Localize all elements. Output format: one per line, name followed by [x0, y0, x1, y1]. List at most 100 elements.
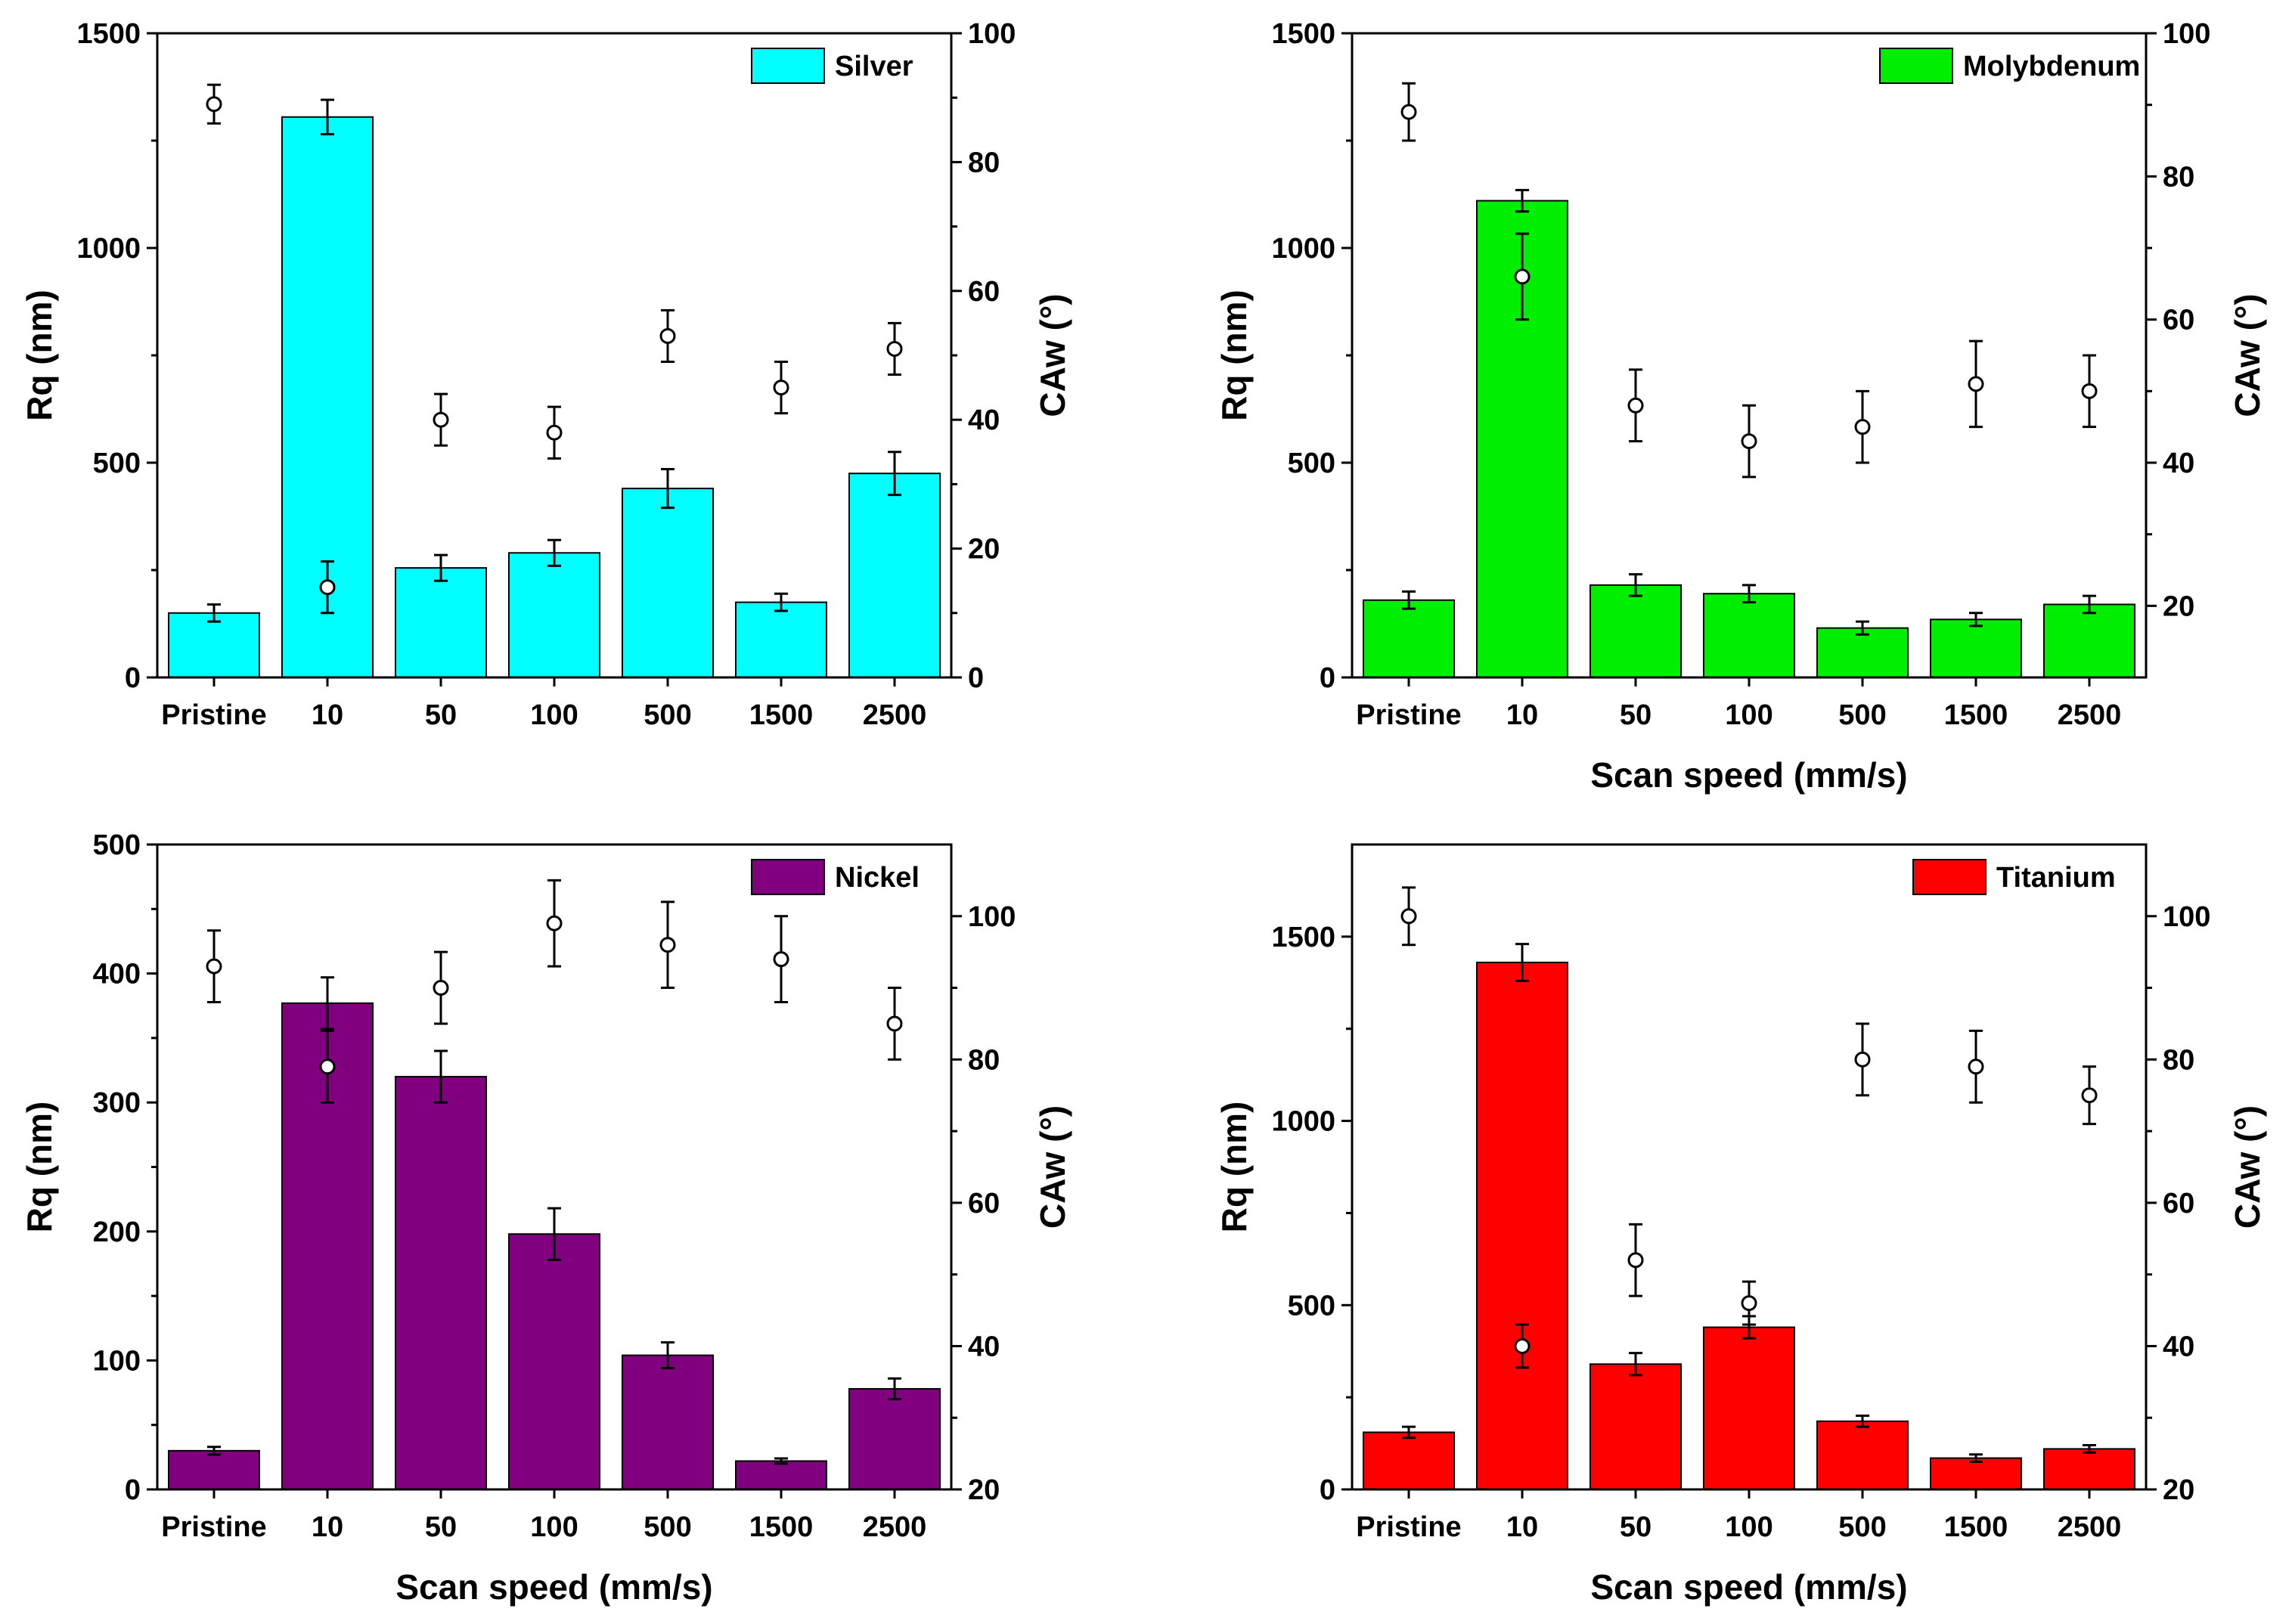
bar-1500: [1930, 1457, 2022, 1491]
bar-500: [622, 1354, 714, 1491]
x-tick-label: 50: [1620, 699, 1652, 731]
y2-axis-title: CAw (°): [1033, 293, 1072, 417]
legend-swatch: [751, 859, 825, 895]
y2-tick-label: 60: [2163, 305, 2194, 336]
x-axis-title: Scan speed (mm/s): [1590, 1567, 1907, 1607]
y-tick-label: 0: [1320, 1474, 1335, 1506]
legend-swatch: [1879, 48, 1953, 84]
bar-error-pristine: [1402, 1425, 1416, 1440]
bar-500: [1816, 1420, 1909, 1490]
y2-tick-label: 40: [968, 1331, 1000, 1362]
x-tick-label: 1500: [1944, 699, 2008, 731]
caw-point-pristine: [1400, 104, 1417, 120]
caw-point-1500: [1968, 1058, 1984, 1075]
bar-2500: [2043, 603, 2135, 678]
x-tick-label: Pristine: [161, 699, 266, 731]
chart-panel-silver: 0 500 1000 1500 0 20 40 60 80 100 Pristine 10 50 100 5…: [20, 18, 1072, 731]
y2-tick-label: 20: [968, 1474, 1000, 1506]
y2-tick-label: 60: [968, 1188, 1000, 1220]
y2-axis-title: CAw (°): [1033, 1105, 1072, 1229]
caw-point-1500: [1968, 376, 1984, 392]
bar-1500: [735, 601, 827, 678]
y2-tick-label: 80: [968, 1044, 1000, 1076]
bar-error-10: [1515, 943, 1529, 982]
y-tick-label: 200: [93, 1216, 141, 1248]
legend-swatch: [1912, 859, 1987, 895]
bar-error-100: [547, 1207, 561, 1261]
x-tick-label: 500: [1838, 1511, 1886, 1543]
bar-error-2500: [2083, 594, 2096, 615]
bar-error-500: [661, 468, 675, 510]
x-tick-label: Pristine: [1356, 699, 1461, 731]
bar-error-1500: [774, 592, 788, 612]
caw-point-2500: [2081, 383, 2098, 399]
legend-label: Molybdenum: [1963, 51, 2140, 82]
bar-500: [622, 488, 714, 679]
caw-point-50: [1627, 1252, 1644, 1269]
caw-point-50: [433, 411, 449, 428]
bar-pristine: [1363, 1431, 1455, 1491]
y2-tick-label: 20: [2163, 1474, 2194, 1506]
y-tick-label: 500: [93, 829, 141, 861]
bar-100: [1703, 593, 1795, 678]
bar-error-1500: [1969, 612, 1983, 628]
bar-2500: [2043, 1448, 2135, 1490]
caw-point-10: [319, 1058, 336, 1075]
y-tick-label: 500: [1288, 1290, 1335, 1322]
bar-error-pristine: [207, 1446, 221, 1456]
y-tick-label: 500: [1288, 448, 1335, 479]
chart-panel-molybdenum: 0 500 1000 1500 20 40 60 80 100 Pristine 10 50 100 50…: [1214, 18, 2267, 795]
caw-point-2500: [2081, 1087, 2098, 1104]
y-tick-label: 100: [93, 1345, 141, 1377]
x-tick-label: 500: [644, 699, 691, 731]
legend: Silver: [751, 48, 913, 84]
x-tick-label: 10: [312, 1511, 343, 1543]
y2-axis-title: CAw (°): [2228, 1105, 2267, 1229]
y-tick-label: 500: [93, 448, 141, 479]
bar-50: [395, 567, 487, 678]
caw-point-500: [659, 327, 676, 344]
y-tick-label: 300: [93, 1087, 141, 1119]
caw-point-10: [319, 579, 336, 596]
bar-1500: [735, 1460, 827, 1491]
caw-point-100: [546, 915, 563, 931]
y2-tick-label: 60: [968, 276, 1000, 308]
bar-error-100: [1742, 584, 1756, 604]
y2-tick-label: 40: [2163, 1331, 2194, 1362]
x-tick-label: 100: [1725, 1511, 1773, 1543]
y2-tick-label: 80: [2163, 1044, 2194, 1076]
y-tick-label: 0: [125, 662, 141, 694]
x-axis-title: Scan speed (mm/s): [1590, 755, 1907, 795]
x-tick-label: 50: [425, 699, 457, 731]
bar-100: [1703, 1326, 1795, 1490]
bar-error-2500: [2083, 1444, 2096, 1454]
bar-error-10: [1515, 188, 1529, 213]
bar-error-500: [1856, 620, 1869, 636]
caw-point-1500: [773, 951, 789, 968]
bar-pristine: [168, 612, 260, 678]
bar-50: [1590, 584, 1682, 679]
caw-point-100: [1741, 433, 1757, 450]
y-tick-label: 1000: [1271, 1106, 1335, 1138]
x-tick-label: 2500: [863, 1511, 927, 1543]
bar-error-50: [434, 553, 448, 582]
x-tick-label: 500: [1838, 699, 1886, 731]
y-axis-title: Rq (nm): [20, 1102, 59, 1233]
y-axis-title: Rq (nm): [1214, 1102, 1254, 1233]
y-tick-label: 400: [93, 959, 141, 990]
y2-axis-title: CAw (°): [2228, 293, 2267, 417]
bar-error-2500: [888, 451, 901, 497]
y-tick-label: 1000: [1271, 233, 1335, 265]
x-tick-label: 1500: [749, 1511, 814, 1543]
caw-point-pristine: [1400, 908, 1417, 925]
caw-point-pristine: [206, 96, 222, 113]
bar-error-500: [661, 1341, 675, 1370]
caw-point-500: [1854, 1051, 1871, 1068]
bar-100: [508, 1233, 600, 1491]
legend-swatch: [751, 48, 825, 84]
bar-error-10: [321, 976, 334, 1030]
legend: Nickel: [751, 859, 920, 895]
x-tick-label: 100: [1725, 699, 1773, 731]
caw-point-50: [433, 980, 449, 996]
